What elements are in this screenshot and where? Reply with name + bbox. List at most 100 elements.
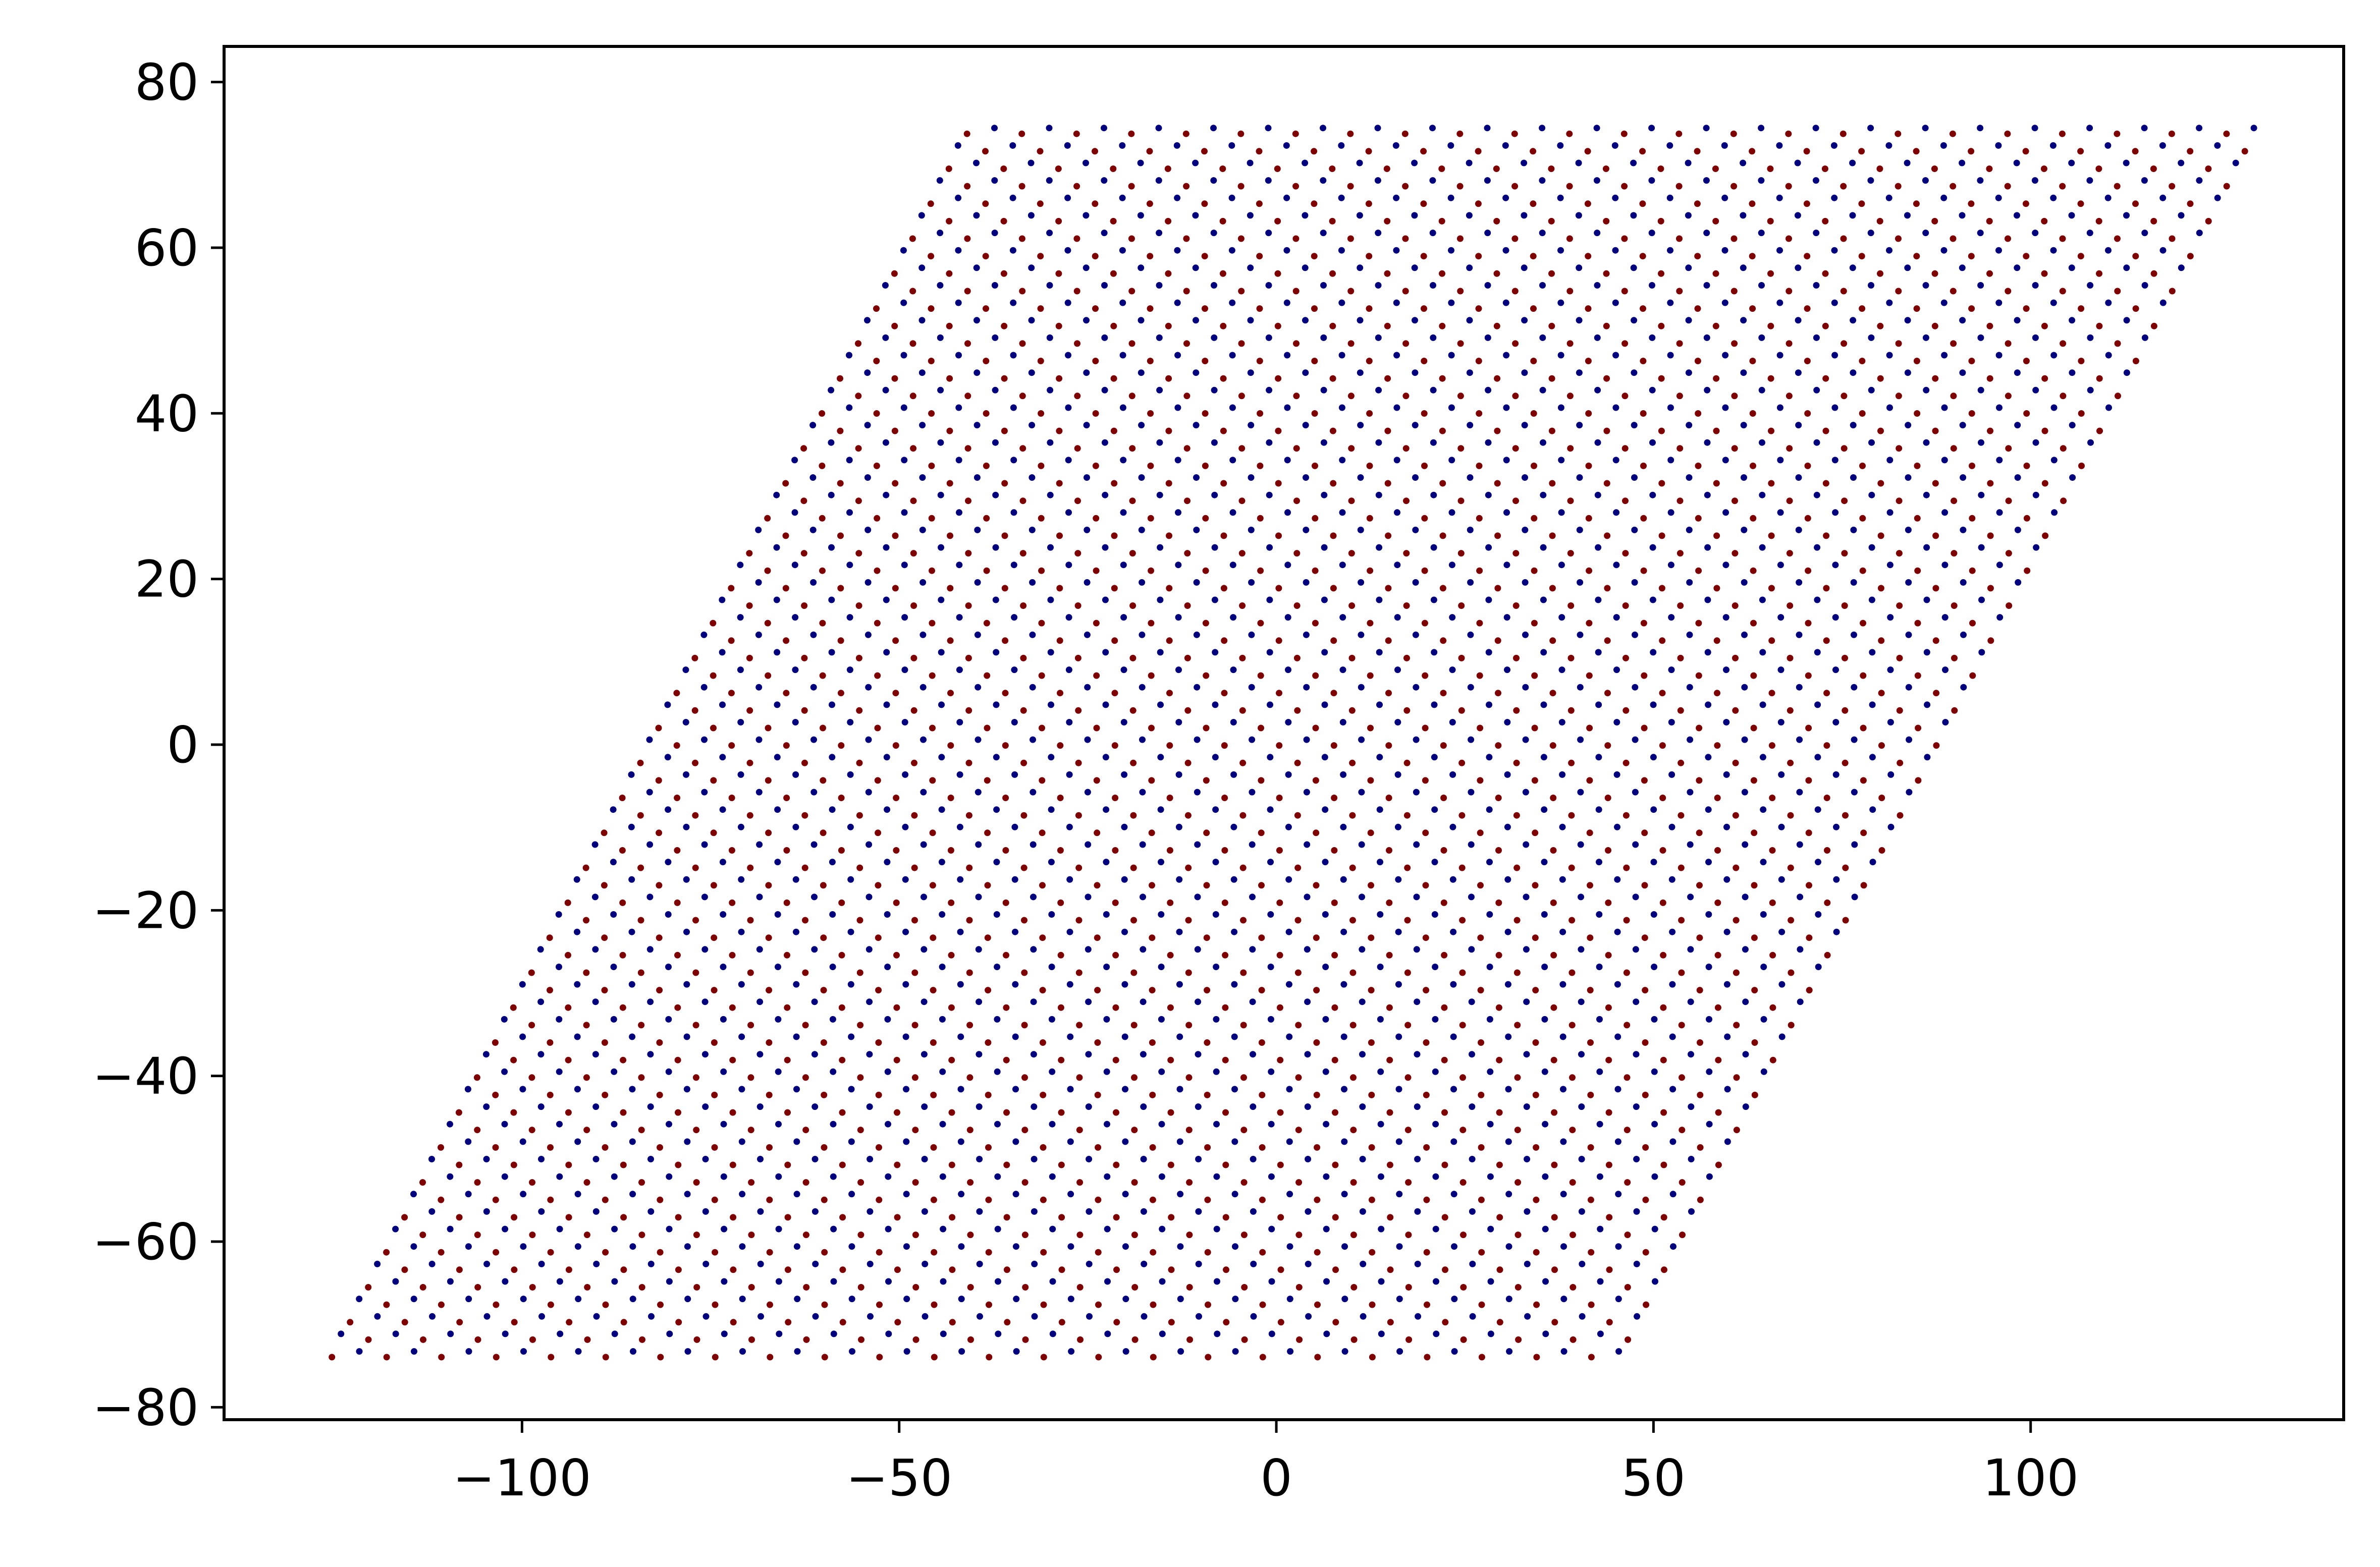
lattice-point-sublattice-a bbox=[1606, 1214, 1613, 1221]
lattice-point-sublattice-a bbox=[1786, 288, 1793, 295]
lattice-point-sublattice-a bbox=[1842, 864, 1849, 871]
lattice-point-sublattice-a bbox=[1493, 217, 1500, 225]
lattice-point-sublattice-a bbox=[1201, 253, 1208, 260]
lattice-point-sublattice-a bbox=[946, 217, 953, 225]
lattice-point-sublattice-b bbox=[1611, 142, 1618, 149]
lattice-point-sublattice-a bbox=[1203, 829, 1210, 836]
lattice-point-sublattice-b bbox=[1704, 544, 1711, 551]
lattice-point-sublattice-b bbox=[758, 1313, 764, 1320]
lattice-point-sublattice-b bbox=[1995, 352, 2003, 359]
lattice-point-sublattice-b bbox=[665, 859, 672, 866]
lattice-point-sublattice-a bbox=[1713, 480, 1720, 487]
lattice-point-sublattice-a bbox=[783, 899, 790, 906]
lattice-point-sublattice-b bbox=[1575, 212, 1582, 219]
lattice-point-sublattice-b bbox=[755, 526, 762, 533]
lattice-point-sublattice-a bbox=[892, 480, 899, 487]
lattice-point-sublattice-a bbox=[1292, 288, 1300, 295]
lattice-point-sublattice-b bbox=[1576, 317, 1583, 324]
lattice-point-sublattice-b bbox=[2105, 404, 2112, 411]
lattice-point-sublattice-b bbox=[1741, 474, 1747, 481]
lattice-point-sublattice-a bbox=[1694, 358, 1701, 364]
lattice-point-sublattice-a bbox=[1056, 637, 1063, 644]
lattice-point-sublattice-a bbox=[1660, 1161, 1667, 1168]
lattice-point-sublattice-a bbox=[1314, 1354, 1321, 1361]
lattice-point-sublattice-b bbox=[2069, 369, 2076, 376]
lattice-point-sublattice-a bbox=[1295, 1232, 1303, 1239]
lattice-point-sublattice-a bbox=[1404, 1022, 1412, 1029]
lattice-point-sublattice-b bbox=[1941, 509, 1949, 516]
lattice-point-sublattice-a bbox=[1129, 707, 1137, 714]
lattice-point-sublattice-a bbox=[1222, 1214, 1229, 1221]
lattice-point-sublattice-a bbox=[1768, 585, 1775, 592]
lattice-point-sublattice-b bbox=[1886, 509, 1894, 516]
lattice-point-sublattice-b bbox=[1029, 422, 1036, 429]
lattice-point-sublattice-b bbox=[1010, 299, 1017, 306]
lattice-point-sublattice-a bbox=[1587, 987, 1594, 994]
lattice-point-sublattice-a bbox=[856, 864, 863, 871]
lattice-point-sublattice-a bbox=[948, 1004, 955, 1011]
lattice-point-sublattice-a bbox=[1585, 358, 1592, 364]
lattice-point-sublattice-a bbox=[966, 917, 973, 924]
lattice-point-sublattice-a bbox=[857, 1284, 864, 1291]
lattice-point-sublattice-a bbox=[1365, 200, 1372, 207]
lattice-point-sublattice-b bbox=[684, 1243, 691, 1250]
lattice-row bbox=[809, 422, 2103, 434]
lattice-point-sublattice-b bbox=[684, 1138, 691, 1145]
lattice-point-sublattice-b bbox=[902, 771, 909, 778]
lattice-point-sublattice-b bbox=[1813, 491, 1820, 498]
lattice-point-sublattice-a bbox=[1658, 322, 1665, 329]
lattice-point-sublattice-a bbox=[1732, 602, 1739, 609]
lattice-point-sublattice-b bbox=[1140, 893, 1146, 901]
lattice-point-sublattice-b bbox=[1086, 1156, 1093, 1162]
lattice-point-sublattice-a bbox=[985, 1039, 992, 1046]
lattice-point-sublattice-b bbox=[738, 1033, 745, 1040]
lattice-point-sublattice-b bbox=[1066, 981, 1073, 988]
lattice-point-sublattice-b bbox=[992, 439, 999, 446]
lattice-point-sublattice-b bbox=[1704, 439, 1711, 446]
lattice-point-sublattice-b bbox=[936, 177, 943, 184]
lattice-point-sublattice-a bbox=[565, 1214, 572, 1221]
lattice-point-sublattice-a bbox=[765, 934, 772, 941]
lattice-point-sublattice-b bbox=[1502, 247, 1509, 254]
lattice-point-sublattice-a bbox=[1295, 1284, 1303, 1291]
lattice-point-sublattice-b bbox=[1558, 562, 1565, 569]
lattice-point-sublattice-a bbox=[1094, 882, 1101, 889]
lattice-point-sublattice-b bbox=[1613, 666, 1620, 674]
lattice-point-sublattice-a bbox=[1551, 1161, 1558, 1168]
lattice-point-sublattice-a bbox=[620, 1266, 627, 1273]
lattice-point-sublattice-a bbox=[1277, 1109, 1284, 1116]
lattice-point-sublattice-b bbox=[1485, 544, 1492, 551]
lattice-point-sublattice-b bbox=[1812, 177, 1819, 184]
lattice-row bbox=[936, 177, 2230, 190]
lattice-point-sublattice-a bbox=[1675, 130, 1683, 137]
lattice-point-sublattice-a bbox=[1533, 1196, 1540, 1203]
lattice-point-sublattice-b bbox=[1704, 596, 1711, 603]
lattice-point-sublattice-a bbox=[510, 1109, 517, 1116]
lattice-point-sublattice-a bbox=[1165, 217, 1172, 225]
lattice-point-sublattice-a bbox=[1128, 288, 1135, 295]
lattice-point-sublattice-b bbox=[973, 264, 980, 271]
lattice-point-sublattice-b bbox=[1503, 509, 1510, 516]
lattice-point-sublattice-b bbox=[940, 1278, 947, 1285]
lattice-point-sublattice-a bbox=[929, 724, 936, 732]
lattice-point-sublattice-a bbox=[1131, 1336, 1139, 1343]
lattice-point-sublattice-a bbox=[931, 1249, 938, 1256]
lattice-point-sublattice-a bbox=[1932, 637, 1939, 644]
lattice-point-sublattice-b bbox=[1777, 719, 1784, 725]
lattice-point-sublattice-b bbox=[338, 1330, 345, 1337]
lattice-point-sublattice-a bbox=[602, 1144, 609, 1151]
lattice-point-sublattice-b bbox=[828, 491, 835, 498]
lattice-point-sublattice-b bbox=[1432, 964, 1439, 970]
lattice-point-sublattice-a bbox=[1347, 235, 1354, 242]
lattice-point-sublattice-b bbox=[684, 1296, 691, 1303]
lattice-point-sublattice-a bbox=[1860, 777, 1867, 784]
lattice-point-sublattice-b bbox=[1632, 631, 1638, 638]
lattice-point-sublattice-a bbox=[1858, 253, 1865, 260]
lattice-point-sublattice-b bbox=[2015, 579, 2022, 586]
lattice-point-sublattice-a bbox=[985, 987, 992, 994]
lattice-point-sublattice-b bbox=[774, 754, 781, 761]
lattice-point-sublattice-a bbox=[1056, 585, 1063, 592]
lattice-point-sublattice-b bbox=[1358, 579, 1365, 586]
lattice-point-sublattice-b bbox=[938, 701, 945, 708]
lattice-point-sublattice-a bbox=[1095, 1301, 1102, 1308]
